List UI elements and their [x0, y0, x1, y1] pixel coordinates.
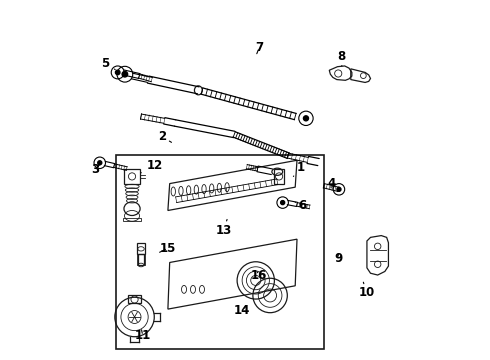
- Bar: [123, 218, 141, 221]
- Circle shape: [116, 70, 120, 75]
- Bar: [274, 169, 285, 184]
- Text: 16: 16: [251, 269, 268, 282]
- Text: 15: 15: [160, 242, 176, 255]
- Text: 14: 14: [233, 305, 249, 318]
- Text: 10: 10: [359, 282, 375, 300]
- Text: 3: 3: [91, 163, 99, 176]
- Text: 2: 2: [158, 130, 172, 144]
- Circle shape: [98, 161, 102, 165]
- Text: 13: 13: [216, 220, 232, 237]
- Text: 4: 4: [327, 177, 335, 190]
- Text: 11: 11: [135, 329, 151, 342]
- Text: 5: 5: [101, 57, 115, 70]
- Bar: [116, 155, 324, 348]
- Bar: [138, 253, 144, 265]
- Circle shape: [122, 71, 127, 77]
- Bar: [137, 243, 145, 254]
- Circle shape: [337, 187, 341, 191]
- Text: 6: 6: [295, 199, 307, 212]
- Text: 1: 1: [294, 161, 305, 176]
- Circle shape: [303, 116, 309, 121]
- Text: 12: 12: [141, 159, 163, 173]
- Text: 9: 9: [334, 252, 343, 265]
- Circle shape: [281, 201, 285, 204]
- Bar: [128, 296, 141, 303]
- Text: 7: 7: [255, 41, 264, 54]
- Text: 8: 8: [338, 50, 346, 66]
